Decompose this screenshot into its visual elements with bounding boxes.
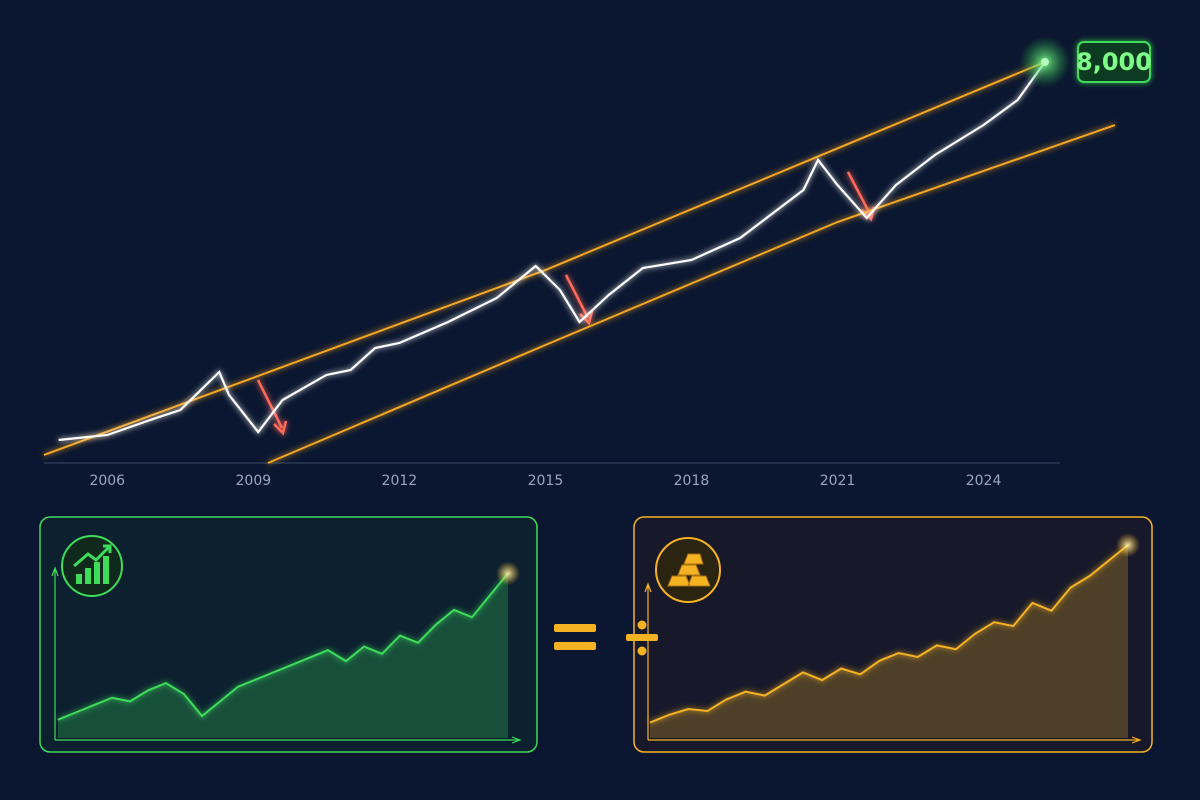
area-line xyxy=(649,544,1129,724)
area-fill xyxy=(58,573,508,738)
green-panel xyxy=(39,516,538,753)
equals-sign xyxy=(554,624,596,650)
area-fill xyxy=(650,545,1128,738)
x-tick-label: 2012 xyxy=(382,473,418,489)
annotation-box xyxy=(1077,41,1151,83)
gold-icon xyxy=(655,537,721,603)
x-tick-label: 2006 xyxy=(89,473,125,489)
green-icon xyxy=(61,535,123,597)
drop-arrow xyxy=(256,379,288,436)
end-glow xyxy=(1116,533,1140,557)
area-line xyxy=(57,572,509,721)
divide-sign xyxy=(626,620,658,656)
end-point xyxy=(1040,58,1049,66)
end-glow xyxy=(496,561,520,586)
x-tick-label: 2021 xyxy=(820,473,856,489)
channel-upper xyxy=(43,61,1046,456)
price-line xyxy=(58,61,1046,442)
channel-lower xyxy=(267,124,1116,464)
annotation-label: 8,000 xyxy=(1076,48,1152,76)
x-tick-label: 2009 xyxy=(236,473,272,489)
x-tick-label: 2024 xyxy=(966,473,1002,489)
drop-arrow xyxy=(564,274,594,326)
x-tick-label: 2018 xyxy=(674,473,710,489)
panel-axes xyxy=(51,566,1142,744)
x-tick-label: 2015 xyxy=(528,473,564,489)
